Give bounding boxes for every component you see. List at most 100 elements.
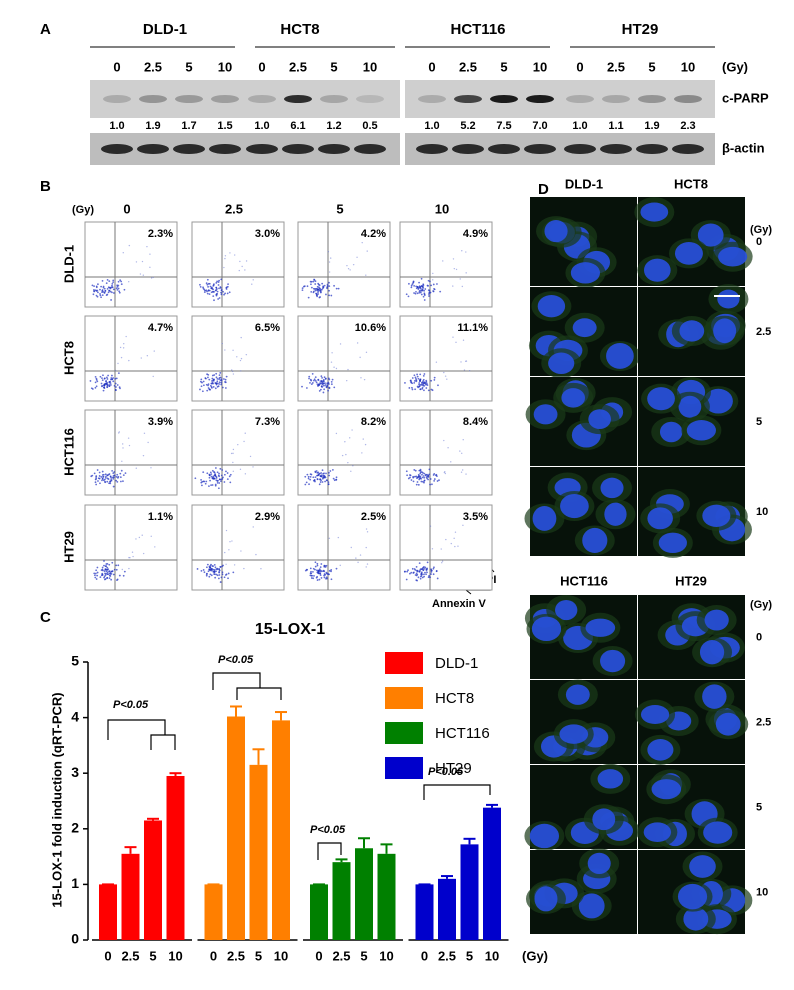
event-dot [216, 380, 219, 383]
event-dot [108, 577, 111, 580]
event-dot [326, 284, 329, 287]
event-dot [314, 379, 317, 382]
event-dot [461, 250, 463, 252]
band [674, 95, 702, 103]
event-dot [103, 386, 106, 389]
nucleus [600, 477, 624, 499]
event-dot [328, 573, 331, 576]
event-dot [361, 241, 363, 244]
dose-label: 0 [123, 201, 130, 216]
event-dot [100, 569, 103, 572]
event-dot [222, 290, 224, 293]
event-dot [118, 290, 121, 293]
event-dot [103, 287, 106, 290]
chart-title: 15-LOX-1 [255, 621, 325, 638]
band [137, 144, 169, 154]
p-value: P<0.05 [310, 824, 346, 836]
legend-label: HCT116 [435, 725, 490, 742]
event-dot [215, 382, 218, 385]
event-dot [203, 291, 206, 294]
event-dot [418, 382, 421, 384]
event-dot [305, 481, 308, 484]
event-dot [326, 573, 329, 575]
event-dot [362, 438, 364, 440]
event-dot [422, 569, 425, 572]
event-dot [322, 474, 325, 477]
dose-label: 2.5 [756, 716, 771, 728]
event-dot [452, 336, 454, 338]
band [284, 95, 312, 103]
dose-label: 2.5 [756, 326, 771, 338]
event-dot [443, 439, 445, 442]
event-dot [421, 473, 423, 476]
event-dot [308, 375, 311, 378]
event-dot [108, 289, 111, 292]
percentage: 3.5% [463, 511, 488, 523]
event-dot [417, 377, 420, 380]
event-dot [419, 577, 422, 580]
event-dot [359, 356, 361, 359]
event-dot [339, 564, 341, 567]
percentage: 2.3% [148, 228, 173, 240]
event-dot [425, 476, 428, 479]
dose-label: 2.5 [607, 59, 625, 74]
event-dot [214, 387, 217, 390]
event-dot [318, 390, 321, 392]
cell-line-label: DLD-1 [143, 21, 187, 38]
quantification: 7.0 [532, 120, 547, 132]
event-dot [150, 467, 152, 469]
event-dot [92, 293, 95, 296]
event-dot [90, 475, 93, 478]
cell-line-label: HCT116 [450, 21, 505, 38]
event-dot [318, 472, 321, 475]
y-tick-label: 0 [71, 931, 79, 947]
event-dot [226, 472, 229, 474]
band [488, 144, 520, 154]
event-dot [150, 277, 153, 279]
nucleus [674, 242, 703, 265]
event-dot [101, 291, 103, 294]
event-dot [113, 384, 116, 387]
event-dot [220, 383, 223, 386]
event-dot [319, 380, 322, 382]
event-dot [215, 289, 218, 292]
event-dot [232, 461, 234, 464]
event-dot [110, 478, 113, 481]
dose-label: 10 [363, 59, 377, 74]
event-dot [95, 483, 98, 486]
event-dot [97, 291, 99, 294]
event-dot [142, 552, 145, 555]
event-dot [231, 369, 233, 371]
event-dot [330, 568, 333, 571]
event-dot [423, 575, 425, 578]
event-dot [214, 576, 217, 579]
dose-label: 2.5 [289, 59, 307, 74]
event-dot [310, 383, 313, 385]
bar [415, 884, 434, 940]
band [248, 95, 276, 103]
event-dot [320, 577, 323, 579]
plot-frame [84, 315, 178, 402]
event-dot [321, 469, 324, 472]
dose-label: 0 [113, 59, 120, 74]
event-dot [438, 479, 440, 482]
event-dot [200, 479, 202, 481]
plot-frame [297, 315, 391, 402]
event-dot [319, 288, 322, 291]
event-dot [415, 378, 417, 380]
event-dot [110, 377, 113, 379]
event-dot [227, 283, 229, 286]
event-dot [425, 382, 428, 385]
event-dot [207, 376, 209, 379]
event-dot [94, 576, 97, 579]
event-dot [101, 477, 104, 480]
event-dot [115, 564, 118, 567]
event-dot [366, 250, 368, 252]
event-dot [238, 269, 240, 272]
event-dot [365, 351, 368, 354]
event-dot [325, 564, 328, 567]
event-dot [417, 576, 420, 579]
event-dot [426, 561, 429, 564]
event-dot [413, 568, 416, 570]
event-dot [91, 284, 94, 287]
